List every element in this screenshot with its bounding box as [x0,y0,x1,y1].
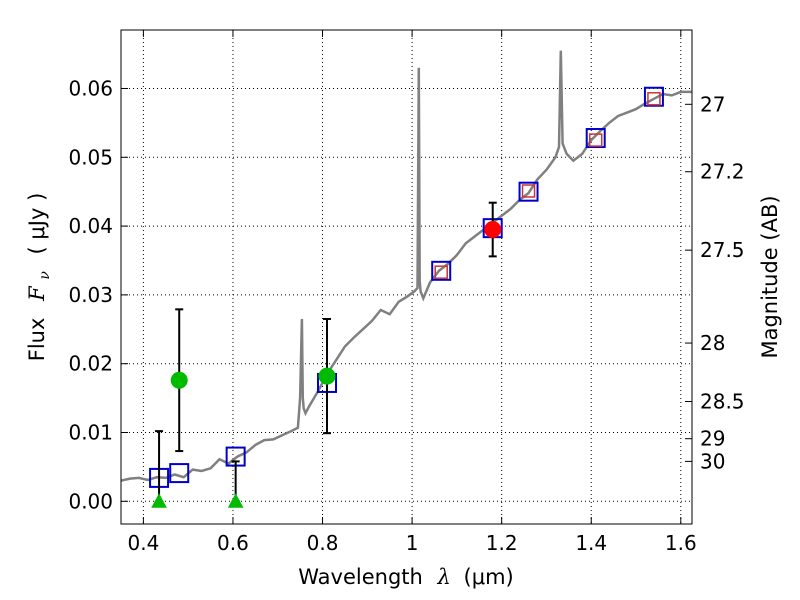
y-tick-label: 0.04 [68,214,113,238]
y-tick-label: 0.05 [68,145,113,169]
data-markers [149,86,664,508]
y2-tick-label: 27 [700,92,725,116]
x-tick-label: 1.2 [486,531,518,555]
x-label-main: Wavelength [298,565,423,589]
x-tick-label: 1.4 [575,531,607,555]
model-photometry-square [518,181,539,202]
x-tick-label: 0.4 [127,531,159,555]
y-tick-label: 0.01 [68,420,113,444]
model-photometry-square [643,86,664,107]
upper-limit-marker [227,493,244,508]
y-label-var: F [25,285,49,302]
plot-frame [120,29,693,525]
y2-tick-label: 30 [700,449,725,473]
x-label-unit: (μm) [464,565,514,589]
model-photometry-square [169,463,190,484]
y2-tick-label: 28 [700,331,725,355]
y-label-main: Flux [25,318,49,362]
x-tick-label: 1.6 [665,531,697,555]
y-tick-label: 0.03 [68,283,113,307]
y-tick-label: 0.06 [68,76,113,100]
x-axis-label: Wavelength λ (μm) [298,565,513,589]
upper-limit-marker [151,493,167,508]
y2-tick-label: 29 [700,427,725,451]
template-spectrum-line [121,50,692,482]
y2-tick-label: 27.2 [700,160,745,184]
model-photometry-square [431,260,452,281]
x-label-var: λ [437,565,451,589]
measured-square [647,92,661,106]
detection-point [484,221,502,239]
y2-tick-label: 27.5 [700,238,745,262]
y-tick-label: 0.02 [68,352,113,376]
y-label-sub: ν [37,271,53,280]
detection-point [318,367,336,385]
measured-square [521,184,536,198]
y-label-unit: ( μJy ) [25,193,49,255]
x-tick-label: 1 [406,531,419,555]
x-tick-label: 0.8 [307,531,339,555]
measured-square [588,133,603,147]
y2-axis-label: Magnitude (AB) [758,195,782,358]
x-tick-label: 0.6 [217,531,249,555]
y-tick-label: 0.00 [68,489,113,513]
y-axis-label: Flux F ν ( μJy ) [25,193,54,362]
y2-tick-label: 28.5 [700,390,745,414]
model-photometry-square [585,128,606,149]
axis-ticks: 0.4 0.6 0.8 1 1.2 1.4 1.6 0.00 0.01 0.02 0.03 0.04 0… [68,30,745,555]
detection-point [170,371,188,389]
plot-data-area [121,50,692,508]
measured-square [434,265,448,279]
grid-lines [121,30,692,524]
